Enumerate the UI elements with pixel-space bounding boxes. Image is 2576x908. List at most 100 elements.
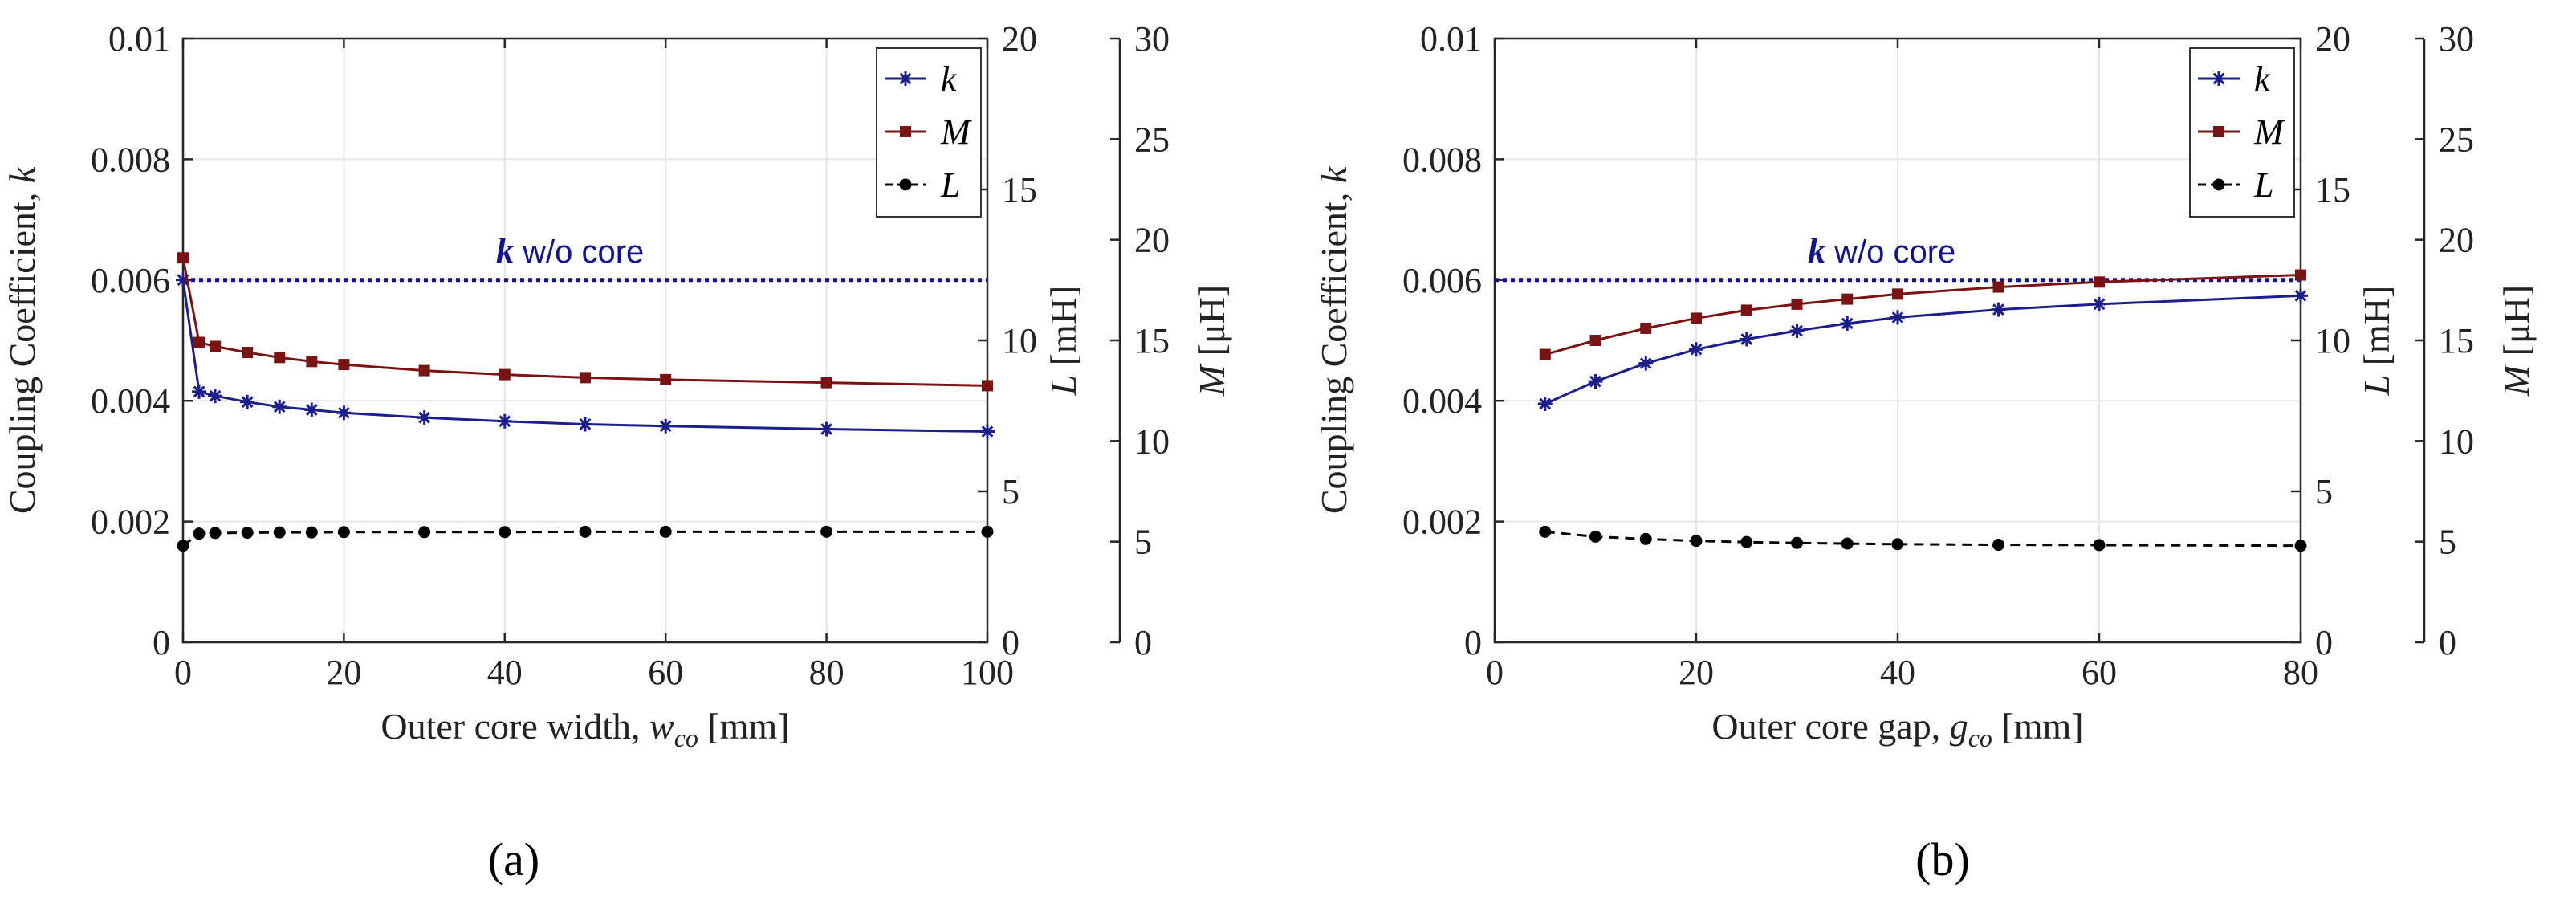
right1-axis-label: L [mH] — [2356, 286, 2397, 397]
data-point-M — [274, 352, 286, 364]
y-tick-label: 0.008 — [91, 140, 170, 179]
right2-tick-label: 5 — [2439, 523, 2456, 562]
data-point-L — [579, 525, 592, 538]
data-point-M — [1691, 312, 1702, 324]
data-point-k — [1991, 302, 2006, 317]
x-tick-label: 20 — [1679, 653, 1714, 692]
data-point-L — [1891, 538, 1904, 551]
data-point-k — [497, 413, 512, 429]
data-point-M — [418, 364, 430, 377]
data-point-L — [1539, 525, 1552, 538]
data-point-k — [980, 424, 995, 439]
data-point-M — [338, 359, 350, 371]
x-tick-label: 0 — [174, 653, 192, 692]
series-M — [177, 252, 993, 392]
data-point-M — [660, 373, 672, 385]
data-point-M — [1640, 322, 1652, 334]
right2-tick-label: 15 — [2439, 321, 2474, 360]
chart-b: 0 20 40 60 8000.0020.0040.0060.0080.01051015… — [1313, 19, 2537, 886]
right2-tick-label: 20 — [2439, 221, 2474, 260]
y-tick-label: 0.008 — [1402, 140, 1482, 179]
data-point-M — [1539, 348, 1551, 360]
right1-tick-label: 5 — [2315, 472, 2333, 511]
reference-line-label: k w/o core — [1808, 231, 1955, 271]
data-point-M — [306, 356, 318, 368]
series-line-k — [181, 279, 988, 434]
data-point-L — [1791, 536, 1803, 549]
data-point-L — [418, 526, 431, 539]
data-point-k — [336, 405, 352, 421]
legend-label-L: L — [2253, 165, 2273, 205]
legend-marker-M — [900, 126, 911, 137]
right1-axis-label: L [mH] — [1043, 286, 1084, 397]
data-point-L — [1740, 535, 1753, 548]
right2-tick-label: 0 — [2439, 623, 2456, 662]
data-point-k — [658, 418, 674, 434]
data-point-k — [417, 410, 432, 425]
data-point-M — [193, 336, 206, 348]
data-point-M — [242, 347, 254, 359]
series-k — [1537, 288, 2308, 411]
data-point-M — [1740, 304, 1752, 316]
right2-tick-label: 5 — [1134, 523, 1152, 562]
data-point-L — [1841, 537, 1854, 550]
legend-marker-L — [2212, 178, 2225, 191]
data-point-M — [499, 368, 511, 381]
y-tick-label: 0 — [153, 623, 170, 662]
data-point-k — [819, 421, 834, 437]
x-tick-label: 100 — [961, 653, 1014, 692]
series-line-k — [1544, 294, 2301, 405]
x-tick-label: 20 — [326, 653, 361, 692]
legend-marker-k — [898, 71, 913, 86]
reference-line-label: k w/o core — [496, 231, 644, 271]
y-tick-label: 0.01 — [1420, 19, 1482, 59]
right1-tick-label: 20 — [1002, 19, 1037, 59]
y-tick-label: 0.01 — [108, 19, 170, 59]
data-point-k — [1789, 323, 1805, 338]
data-point-k — [176, 272, 190, 287]
y-tick-label: 0.002 — [1402, 503, 1482, 542]
y-tick-label: 0.002 — [91, 503, 170, 542]
legend-marker-L — [899, 178, 912, 191]
data-point-L — [1589, 530, 1601, 543]
plot-area-frame — [181, 37, 989, 644]
data-point-k — [208, 389, 223, 404]
data-point-k — [1689, 342, 1703, 357]
data-point-L — [337, 526, 350, 539]
right1-tick-label: 15 — [2315, 170, 2350, 210]
x-tick-label: 40 — [1880, 653, 1915, 692]
x-axis-label: Outer core gap, gco [mm] — [1711, 706, 2083, 752]
data-point-k — [1890, 310, 1905, 325]
data-point-M — [1892, 288, 1903, 300]
data-point-M — [1791, 298, 1803, 310]
data-point-M — [1841, 293, 1854, 305]
legend-label-k: k — [941, 59, 958, 99]
x-tick-label: 60 — [648, 653, 683, 692]
chart-a: 0 20 40 60 80 10000.0020.0040.0060.0080.01051… — [2, 19, 1232, 886]
data-point-L — [659, 525, 672, 538]
legend-marker-M — [2213, 126, 2224, 137]
data-point-k — [240, 394, 255, 409]
right1-tick-label: 15 — [1002, 170, 1037, 210]
data-point-k — [1638, 356, 1654, 371]
data-point-L — [1639, 532, 1652, 545]
y-axis-label: Coupling Coefficient, k — [1313, 165, 1354, 514]
y-tick-label: 0.004 — [1402, 381, 1482, 421]
legend-label-M: M — [940, 112, 972, 152]
right2-axis-label: M [μH] — [2496, 285, 2537, 397]
right1-tick-label: 5 — [1002, 472, 1019, 511]
x-tick-label: 40 — [487, 653, 523, 692]
data-point-k — [272, 399, 287, 414]
data-point-k — [1537, 396, 1553, 411]
legend-marker-k — [2212, 71, 2226, 86]
data-point-L — [273, 526, 286, 539]
data-point-M — [580, 372, 591, 384]
x-tick-label: 60 — [2082, 653, 2117, 692]
series-line-L — [1544, 530, 2301, 548]
data-point-k — [578, 417, 592, 432]
right2-axis-label: M [μH] — [1191, 285, 1232, 397]
data-point-L — [2093, 539, 2106, 552]
data-point-L — [305, 526, 318, 539]
right2-tick-label: 10 — [2439, 421, 2474, 461]
